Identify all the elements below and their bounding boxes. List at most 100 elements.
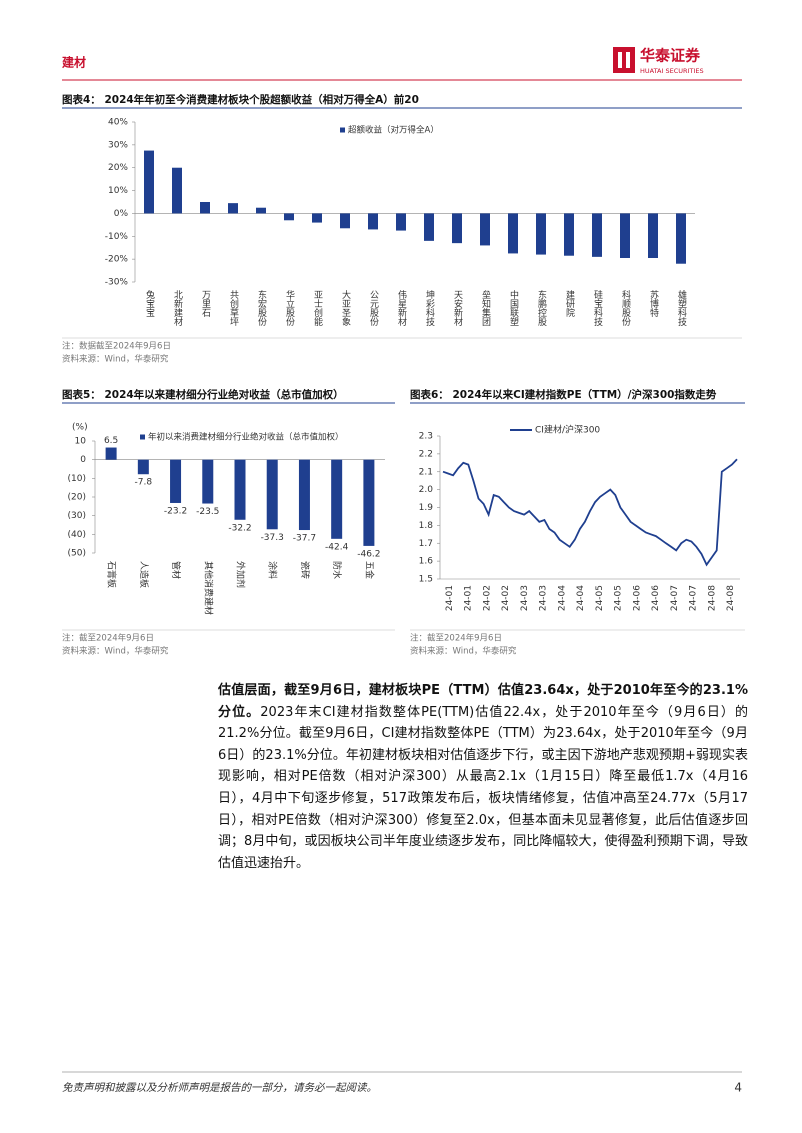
data-label: 6.5 (104, 436, 118, 446)
x-tick-label: 亚士创能 (312, 290, 323, 327)
bar (676, 213, 686, 264)
data-label: -32.2 (228, 523, 251, 533)
bar (234, 459, 246, 520)
y-tick-label: 1.6 (419, 557, 434, 567)
x-tick-label: 天安新材 (452, 290, 463, 326)
y-tick-label: 20% (108, 163, 128, 173)
x-tick-label: 万里石 (200, 290, 211, 318)
y-tick-label: 2.1 (419, 467, 433, 477)
data-label: -37.3 (261, 533, 284, 543)
bar (170, 459, 182, 503)
bar (312, 213, 322, 223)
y-tick-label: -10% (105, 232, 129, 242)
bar (256, 207, 266, 214)
legend-swatch (340, 127, 345, 133)
body-paragraph: 估值层面，截至9月6日，建材板块PE（TTM）估值23.64x，处于2010年至… (218, 680, 748, 874)
bar (424, 213, 434, 241)
chart-title: 图表4： 2024年年初至今消费建材板块个股超额收益（相对万得全A）前20 (62, 93, 419, 106)
x-tick-label: 坤彩科技 (424, 289, 435, 327)
bar (536, 213, 546, 255)
y-tick-label: (40) (68, 530, 86, 540)
x-tick-label: 建研院 (564, 289, 575, 318)
x-tick-label: 垒知集团 (480, 289, 491, 327)
bar (620, 213, 630, 258)
y-tick-label: -30% (105, 278, 129, 288)
bar (368, 213, 378, 230)
bar (172, 167, 182, 214)
data-label: -42.4 (325, 542, 349, 552)
x-tick-label: 管材 (170, 561, 182, 579)
x-tick-label: 24-01 (445, 585, 455, 611)
body-lead: 估值层面，截至9月6日，建材板块PE（TTM）估值23.64x，处于2010年至… (218, 683, 748, 720)
bar (298, 459, 310, 531)
bar (564, 213, 574, 256)
x-tick-label: 中国联塑 (508, 289, 519, 326)
x-tick-label: 24-05 (614, 585, 624, 611)
x-tick-label: 华立股份 (284, 289, 295, 327)
x-tick-label: 防水 (331, 561, 343, 579)
logo-cn: 华泰证券 (640, 47, 701, 65)
x-tick-label: 24-02 (482, 585, 492, 611)
y-tick-label: (30) (68, 511, 86, 521)
x-tick-label: 苏博特 (648, 289, 659, 317)
x-tick-label: 24-06 (651, 585, 661, 611)
x-tick-label: 涂料 (267, 561, 279, 579)
body-text: 2023年末CI建材指数整体PE(TTM)估值22.4x，处于2010年至今（9… (218, 704, 748, 871)
logo-en: HUATAI SECURITIES (640, 67, 704, 75)
x-tick-label: 24-01 (464, 585, 474, 611)
source-note: 资料来源：Wind，华泰研究 (410, 646, 517, 657)
bar (508, 213, 518, 254)
bar (200, 202, 210, 214)
bar (105, 447, 117, 460)
x-tick-label: 五金 (363, 561, 375, 579)
y-tick-label: -20% (105, 255, 129, 265)
data-label: -7.8 (135, 478, 153, 488)
y-tick-label: 1.8 (419, 521, 434, 531)
data-label: -46.2 (357, 549, 380, 559)
x-tick-label: 硅宝科技 (592, 289, 603, 327)
x-tick-label: 共创草坪 (228, 290, 239, 327)
y-tick-label: (10) (68, 474, 86, 484)
source-note: 注：截至2024年9月6日 (62, 633, 154, 644)
y-tick-label: 2.2 (419, 449, 433, 459)
x-tick-label: 24-06 (632, 585, 642, 611)
bar (202, 459, 214, 504)
y-tick-label: (50) (68, 549, 86, 559)
x-tick-label: 24-08 (726, 585, 736, 611)
x-tick-label: 24-03 (520, 585, 530, 611)
x-tick-label: 24-03 (539, 585, 549, 611)
x-tick-label: 其他消费建材 (202, 561, 214, 615)
source-note: 资料来源：Wind，华泰研究 (62, 646, 169, 657)
x-tick-label: 伟星新材 (396, 289, 407, 326)
bar (648, 213, 658, 258)
y-tick-label: 1.5 (419, 575, 433, 585)
x-tick-label: 公元股份 (368, 290, 379, 327)
source-note: 注：数据截至2024年9月6日 (62, 341, 171, 352)
line-series (442, 458, 738, 567)
bar (137, 459, 149, 475)
x-tick-label: 24-05 (595, 585, 605, 611)
legend-swatch (140, 434, 145, 440)
source-note: 注：截至2024年9月6日 (410, 633, 502, 644)
x-tick-label: 外加剂 (235, 561, 247, 588)
y-tick-label: 0 (80, 455, 86, 465)
x-tick-label: 东鹏控股 (536, 289, 547, 327)
logo-icon (613, 47, 635, 73)
x-tick-label: 北新建材 (172, 290, 183, 326)
y-tick-label: 1.9 (419, 503, 434, 513)
bar (228, 203, 238, 214)
bar (592, 213, 602, 257)
y-tick-label: 2.3 (419, 432, 433, 442)
x-tick-label: 兔宝宝 (144, 289, 155, 317)
bar (363, 459, 375, 546)
page-number: 4 (734, 1081, 742, 1095)
chart-title: 图表5： 2024年以来建材细分行业绝对收益（总市值加权） (62, 388, 344, 401)
legend-label: 年初以来消费建材细分行业绝对收益（总市值加权） (148, 432, 344, 443)
bar (331, 459, 343, 539)
data-label: -37.7 (293, 534, 316, 544)
x-tick-label: 大亚圣象 (340, 289, 351, 326)
x-tick-label: 雄塑科技 (676, 289, 687, 327)
y-tick-label: 10 (75, 437, 87, 447)
